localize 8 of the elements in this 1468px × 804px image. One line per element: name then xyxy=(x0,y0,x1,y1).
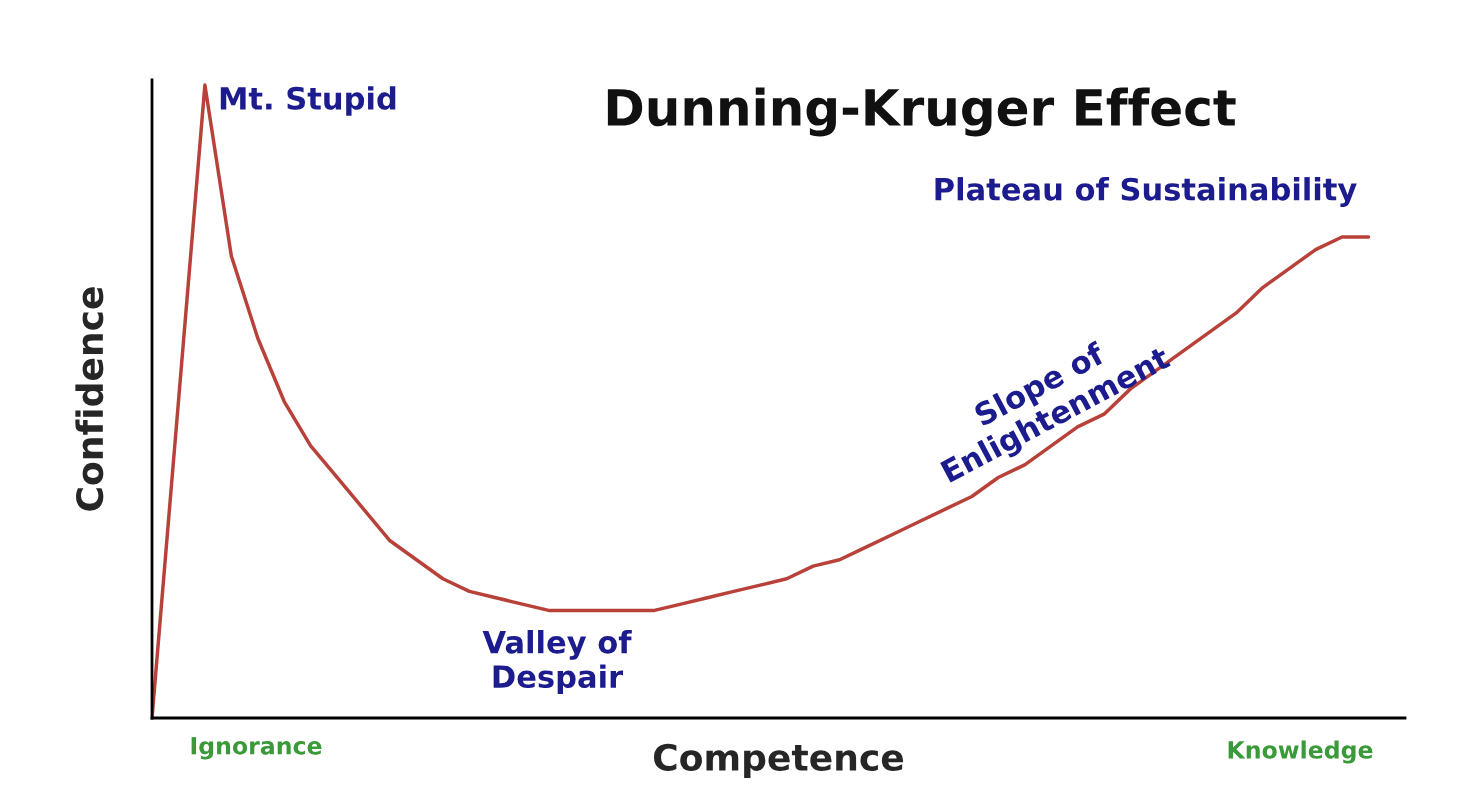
annotation: Plateau of Sustainability xyxy=(935,177,1357,207)
annotation: Mt. Stupid xyxy=(220,86,396,116)
x-axis-title: Competence xyxy=(653,743,904,778)
text: Knowledge xyxy=(1228,740,1373,764)
annotation: Valley of Despair xyxy=(482,629,632,695)
y-axis-title: Confidence xyxy=(75,287,104,511)
text: Ignorance xyxy=(191,737,322,760)
chart-title: Dunning-Kruger Effect xyxy=(607,87,1236,137)
